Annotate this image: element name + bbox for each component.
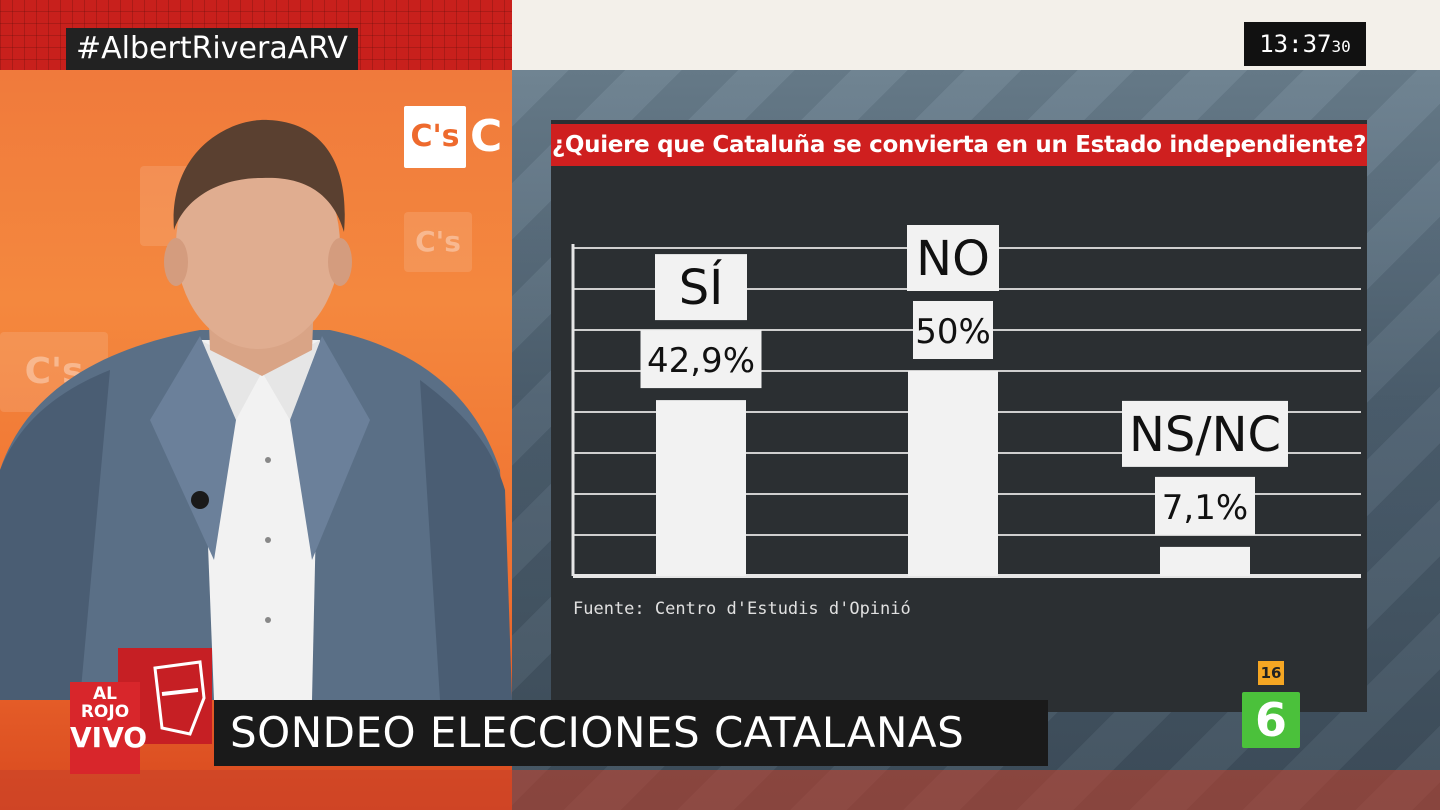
bar-chart: 42,9% SÍ 50% NO 7,1% NS/NC Fuente: Centro d'Es…: [571, 225, 1361, 619]
bar-s-: [656, 400, 746, 576]
show-logo-top: AL ROJO: [80, 684, 130, 722]
category-label: SÍ: [679, 259, 724, 316]
value-label: 7,1%: [1162, 488, 1248, 528]
category-label: NO: [916, 231, 990, 287]
value-label: 50%: [915, 312, 991, 352]
bar-ns-nc: [1160, 546, 1250, 576]
clock-seconds: 30: [1331, 37, 1351, 56]
category-label-box: [1122, 400, 1288, 467]
clock: 13:3730: [1244, 22, 1366, 66]
clock-hours-minutes: 13:37: [1259, 30, 1332, 58]
lower-third-headline: SONDEO ELECCIONES CATALANAS: [214, 700, 1048, 766]
bar-no: [908, 371, 998, 576]
category-label-box: [655, 254, 747, 321]
chart-title: ¿Quiere que Cataluña se convierta en un …: [551, 124, 1367, 166]
show-logo-bottom: VIVO: [70, 721, 148, 754]
bottom-stripe: [0, 770, 1440, 810]
hashtag-banner: #AlbertRiveraARV: [66, 28, 358, 70]
age-rating-badge: 16: [1258, 661, 1284, 685]
show-logo: [70, 648, 212, 774]
presenter-figure: [0, 119, 512, 700]
channel-logo: 6: [1242, 692, 1300, 748]
show-logo-face-icon: [153, 660, 206, 736]
chart-source: Fuente: Centro d'Estudis d'Opinió: [573, 599, 911, 619]
value-label-box: [1155, 476, 1255, 535]
studio-background: C's C C's C's: [0, 0, 512, 810]
value-label-box: [640, 330, 762, 389]
category-label: NS/NC: [1129, 407, 1281, 463]
value-label-box: [913, 301, 993, 359]
category-label-box: [907, 225, 999, 291]
party-logo-faded: C's: [404, 212, 472, 272]
show-logo-text: AL ROJO VIVO: [70, 684, 148, 755]
party-logo: C's: [404, 106, 466, 168]
party-logo-partial: C: [470, 111, 503, 162]
value-label: 42,9%: [647, 341, 755, 381]
